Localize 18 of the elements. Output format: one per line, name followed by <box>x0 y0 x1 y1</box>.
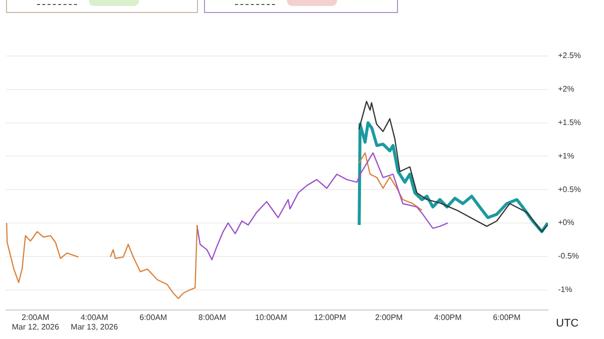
x-tick-label: 6:00AM <box>139 312 168 322</box>
y-tick-label: +0% <box>558 218 574 228</box>
x-tick-label: 12:00PM <box>314 312 346 322</box>
x-tick-label: 2:00AM Mar 12, 2026 <box>12 312 60 332</box>
y-tick-label: +2.5% <box>558 51 581 60</box>
y-tick-label: +1% <box>558 151 574 160</box>
x-tick-label: 10:00AM <box>255 312 288 322</box>
x-axis-title: UTC <box>556 317 579 330</box>
x-tick-label: 4:00PM <box>434 312 462 322</box>
x-tick-label: 6:00PM <box>492 312 521 322</box>
y-tick-label: -0.5% <box>558 252 579 261</box>
y-tick-label: +2% <box>558 84 574 94</box>
x-tick-label: 8:00AM <box>198 312 226 322</box>
y-tick-label: +0.5% <box>558 184 581 194</box>
y-tick-label: +1.5% <box>558 118 581 127</box>
x-tick-label: 4:00AM Mar 13, 2026 <box>70 312 118 332</box>
y-tick-label: -1% <box>558 284 572 294</box>
x-tick-label: 2:00PM <box>375 312 404 322</box>
